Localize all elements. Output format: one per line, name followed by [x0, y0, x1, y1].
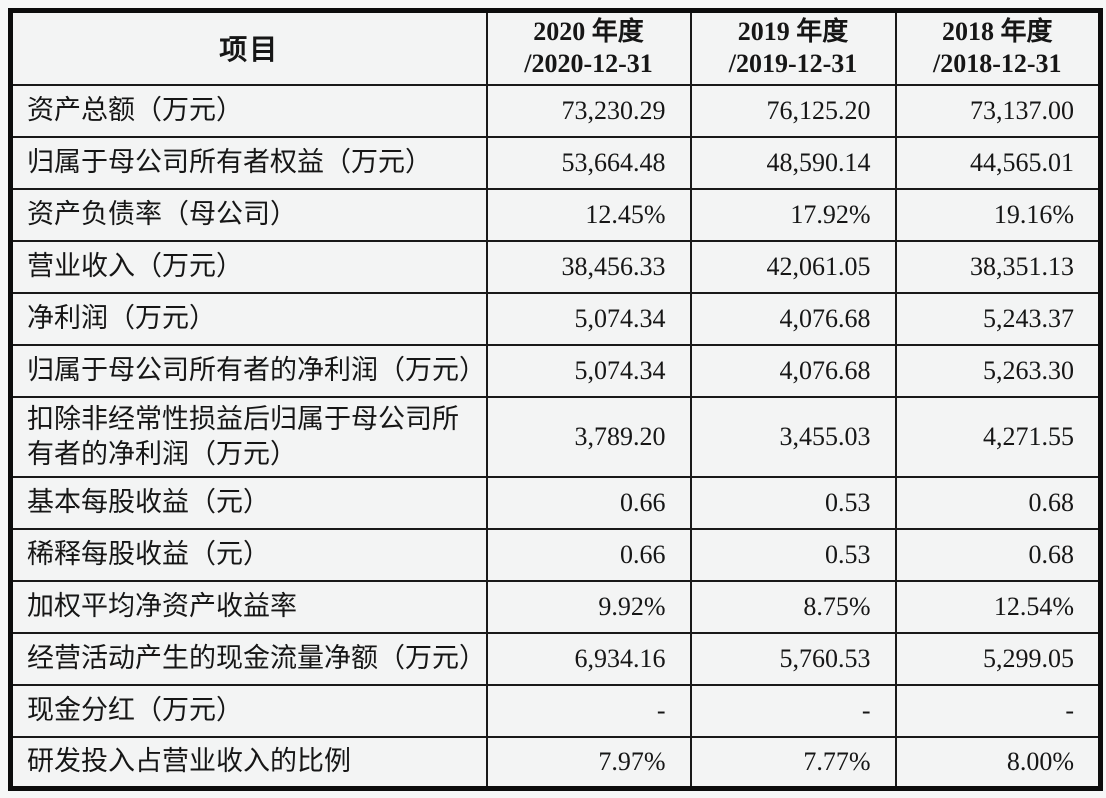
value-2018: 38,351.13	[894, 239, 1102, 294]
header-2019-date: /2019-12-31	[728, 49, 858, 79]
header-2019-year: 2019 年度	[737, 16, 849, 46]
value-2018: 44,565.01	[894, 135, 1102, 190]
row-label: 资产负债率（母公司）	[9, 187, 488, 242]
header-2020-date: /2020-12-31	[524, 49, 653, 79]
row-label: 现金分红（万元）	[9, 683, 488, 738]
value-2018: 5,263.30	[894, 343, 1102, 398]
header-period-2020-cell: 2020 年度 /2020-12-31	[485, 9, 692, 86]
value-2020: 12.45%	[485, 187, 692, 242]
value-2019: 76,125.20	[689, 83, 897, 138]
value-2019: 7.77%	[689, 735, 897, 790]
row-label: 归属于母公司所有者的净利润（万元）	[9, 343, 488, 398]
value-2018: 73,137.00	[894, 83, 1102, 138]
value-2019: 3,455.03	[689, 395, 897, 478]
table-row: 资产负债率（母公司） 12.45% 17.92% 19.16%	[9, 187, 1102, 242]
value-2019: 5,760.53	[689, 631, 897, 686]
value-2020: -	[485, 683, 692, 738]
table-row: 研发投入占营业收入的比例 7.97% 7.77% 8.00%	[9, 735, 1102, 790]
value-2020: 5,074.34	[485, 291, 692, 346]
row-label: 资产总额（万元）	[9, 83, 488, 138]
header-item-cell: 项目	[9, 9, 488, 86]
value-2019: 17.92%	[689, 187, 897, 242]
row-label: 营业收入（万元）	[9, 239, 488, 294]
header-2018-year: 2018 年度	[941, 16, 1053, 46]
row-label: 基本每股收益（元）	[9, 475, 488, 530]
value-2020: 3,789.20	[485, 395, 692, 478]
table-row: 归属于母公司所有者权益（万元） 53,664.48 48,590.14 44,5…	[9, 135, 1102, 190]
value-2019: 8.75%	[689, 579, 897, 634]
row-label: 加权平均净资产收益率	[9, 579, 488, 634]
header-row: 项目 2020 年度 /2020-12-31 2019 年度 /2019-12-…	[9, 9, 1102, 86]
financial-summary-table: 项目 2020 年度 /2020-12-31 2019 年度 /2019-12-…	[8, 8, 1103, 792]
value-2019: -	[689, 683, 897, 738]
value-2019: 0.53	[689, 475, 897, 530]
table-row: 基本每股收益（元） 0.66 0.53 0.68	[9, 475, 1102, 530]
value-2018: 0.68	[894, 527, 1102, 582]
value-2020: 73,230.29	[485, 83, 692, 138]
value-2018: 8.00%	[894, 735, 1102, 790]
row-label: 研发投入占营业收入的比例	[9, 735, 488, 790]
row-label: 稀释每股收益（元）	[9, 527, 488, 582]
value-2020: 0.66	[485, 527, 692, 582]
value-2018: 5,243.37	[894, 291, 1102, 346]
value-2020: 7.97%	[485, 735, 692, 790]
table-row: 现金分红（万元） - - -	[9, 683, 1102, 738]
header-2020-year: 2020 年度	[533, 16, 644, 46]
table-row: 净利润（万元） 5,074.34 4,076.68 5,243.37	[9, 291, 1102, 346]
row-label: 经营活动产生的现金流量净额（万元）	[9, 631, 488, 686]
value-2019: 4,076.68	[689, 343, 897, 398]
value-2018: 0.68	[894, 475, 1102, 530]
value-2020: 53,664.48	[485, 135, 692, 190]
table-row: 加权平均净资产收益率 9.92% 8.75% 12.54%	[9, 579, 1102, 634]
table-row: 经营活动产生的现金流量净额（万元） 6,934.16 5,760.53 5,29…	[9, 631, 1102, 686]
table-row: 资产总额（万元） 73,230.29 76,125.20 73,137.00	[9, 83, 1102, 138]
value-2018: 12.54%	[894, 579, 1102, 634]
value-2018: 5,299.05	[894, 631, 1102, 686]
value-2020: 5,074.34	[485, 343, 692, 398]
value-2019: 42,061.05	[689, 239, 897, 294]
row-label: 归属于母公司所有者权益（万元）	[9, 135, 488, 190]
value-2020: 9.92%	[485, 579, 692, 634]
value-2020: 38,456.33	[485, 239, 692, 294]
value-2018: 19.16%	[894, 187, 1102, 242]
table-row: 稀释每股收益（元） 0.66 0.53 0.68	[9, 527, 1102, 582]
header-period-2019-cell: 2019 年度 /2019-12-31	[689, 9, 897, 86]
value-2019: 4,076.68	[689, 291, 897, 346]
value-2018: 4,271.55	[894, 395, 1102, 478]
table-row: 扣除非经常性损益后归属于母公司所有者的净利润（万元） 3,789.20 3,45…	[9, 395, 1102, 478]
row-label: 净利润（万元）	[9, 291, 488, 346]
row-label: 扣除非经常性损益后归属于母公司所有者的净利润（万元）	[9, 395, 488, 478]
value-2019: 48,590.14	[689, 135, 897, 190]
value-2020: 6,934.16	[485, 631, 692, 686]
table-row: 营业收入（万元） 38,456.33 42,061.05 38,351.13	[9, 239, 1102, 294]
header-2018-date: /2018-12-31	[932, 49, 1062, 79]
table-row: 归属于母公司所有者的净利润（万元） 5,074.34 4,076.68 5,26…	[9, 343, 1102, 398]
value-2018: -	[894, 683, 1102, 738]
value-2020: 0.66	[485, 475, 692, 530]
header-period-2018-cell: 2018 年度 /2018-12-31	[894, 9, 1102, 86]
value-2019: 0.53	[689, 527, 897, 582]
